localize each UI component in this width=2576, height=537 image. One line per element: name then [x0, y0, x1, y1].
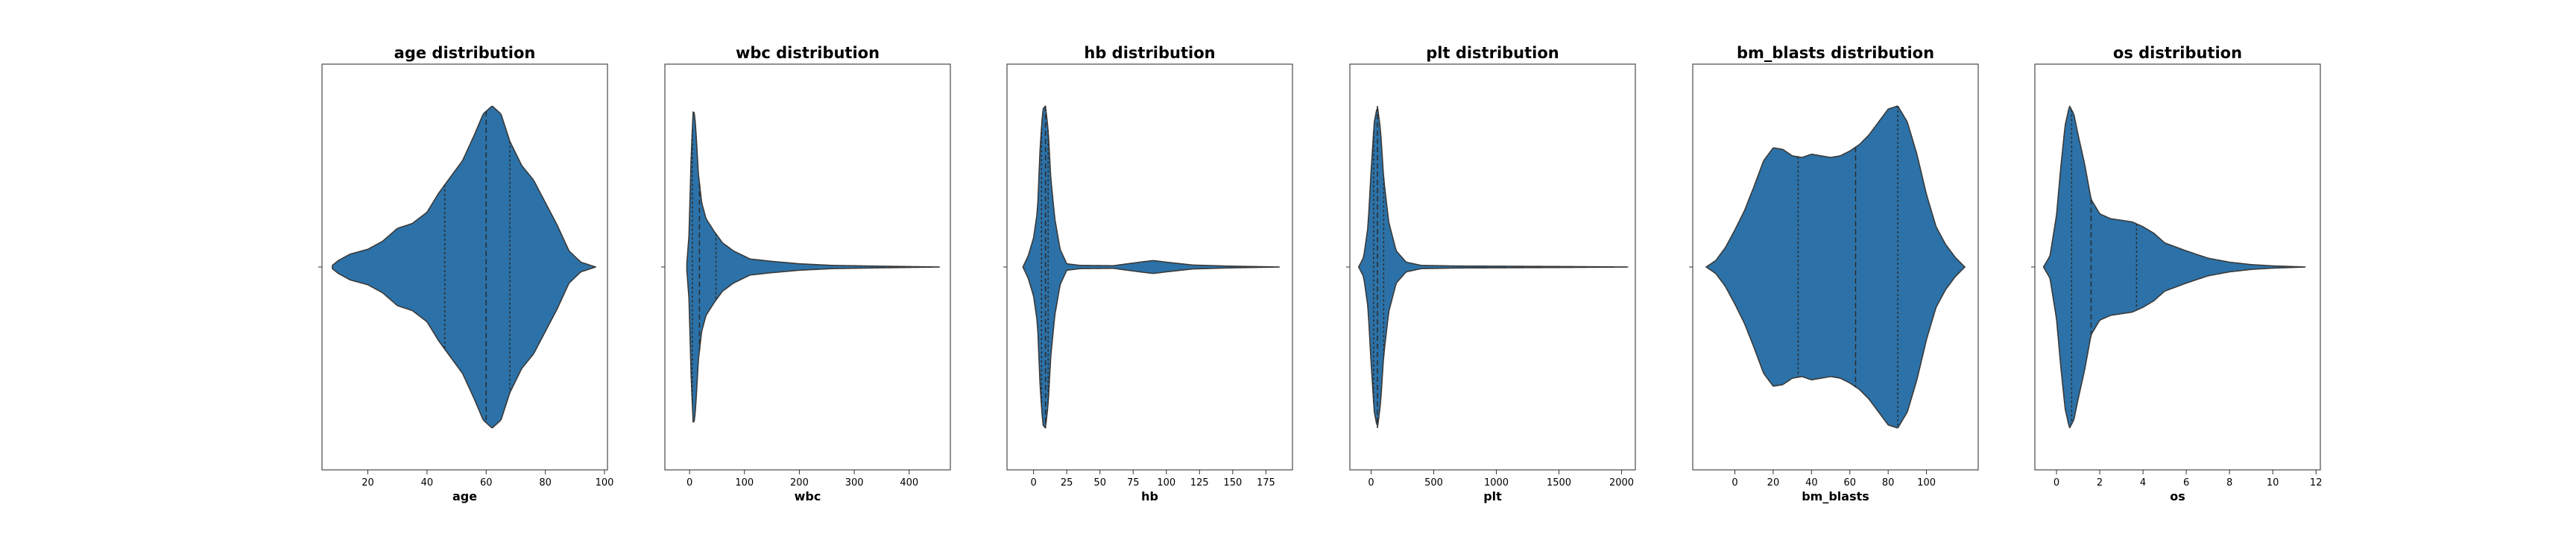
x-tick-label: 8 [2226, 477, 2232, 489]
x-tick-label: 10 [2267, 477, 2279, 489]
violin-body [1705, 105, 1966, 429]
x-tick-label: 0 [686, 477, 692, 489]
x-tick-label: 100 [1157, 477, 1175, 489]
chart-title: bm_blasts distribution [1737, 44, 1934, 62]
x-axis-label: bm_blasts [1802, 489, 1869, 503]
x-tick-label: 75 [1127, 477, 1140, 489]
x-tick-label: 100 [1917, 477, 1936, 489]
x-tick-label: 20 [362, 477, 374, 489]
x-tick-label: 100 [596, 477, 614, 489]
x-tick-label: 2 [2097, 477, 2103, 489]
x-tick-label: 80 [1882, 477, 1895, 489]
x-axis-label: os [2170, 489, 2185, 503]
violin-body [1022, 105, 1280, 429]
chart-title: wbc distribution [736, 44, 880, 62]
x-axis-label: age [452, 489, 477, 503]
x-tick-label: 6 [2183, 477, 2189, 489]
x-tick-label: 2000 [1609, 477, 1634, 489]
x-tick-label: 4 [2140, 477, 2146, 489]
x-tick-label: 60 [480, 477, 493, 489]
x-tick-label: 0 [1368, 477, 1374, 489]
violin-body [332, 105, 596, 429]
x-tick-label: 80 [539, 477, 552, 489]
x-tick-label: 300 [845, 477, 864, 489]
x-tick-label: 500 [1424, 477, 1443, 489]
x-tick-label: 1500 [1547, 477, 1571, 489]
x-tick-label: 0 [2053, 477, 2059, 489]
x-tick-label: 0 [1030, 477, 1036, 489]
x-axis-label: wbc [795, 489, 821, 503]
x-tick-label: 60 [1844, 477, 1857, 489]
chart-title: age distribution [394, 44, 536, 62]
violin-panel-bm_blasts: 0 20 40 60 80 100 bm_blasts distribution bm_bla… [1689, 44, 1979, 503]
x-axis-label: hb [1141, 489, 1158, 503]
x-tick-label: 20 [1767, 477, 1780, 489]
violin-body [1357, 107, 1629, 427]
x-tick-label: 100 [735, 477, 754, 489]
x-tick-label: 25 [1061, 477, 1073, 489]
x-tick-label: 200 [790, 477, 809, 489]
x-tick-label: 40 [421, 477, 434, 489]
x-tick-label: 12 [2310, 477, 2323, 489]
chart-title: os distribution [2113, 44, 2242, 62]
violin-panel-wbc: 0 100 200 300 400 wbc distribution wbc [661, 44, 951, 503]
chart-title: hb distribution [1084, 44, 1215, 62]
x-tick-label: 0 [1731, 477, 1737, 489]
x-tick-label: 40 [1805, 477, 1818, 489]
x-tick-label: 400 [900, 477, 918, 489]
x-tick-label: 150 [1223, 477, 1242, 489]
x-tick-label: 125 [1190, 477, 1209, 489]
violin-panel-age: 20 40 60 80 100 age distribution age [318, 44, 613, 503]
violin-panel-hb: 0 25 50 75 100 125 150 175 hb distribution hb [1003, 44, 1293, 503]
violin-body [2042, 105, 2306, 429]
x-tick-label: 1000 [1484, 477, 1509, 489]
x-tick-label: 175 [1257, 477, 1275, 489]
x-tick-label: 50 [1093, 477, 1106, 489]
violin-panel-os: 0 2 4 6 8 10 12 os distribution os [2031, 44, 2322, 503]
violin-panel-plt: 0 500 1000 1500 2000 plt distribution plt [1346, 44, 1636, 503]
x-axis-label: plt [1483, 489, 1502, 503]
chart-title: plt distribution [1426, 44, 1559, 62]
violin-body [686, 111, 941, 423]
